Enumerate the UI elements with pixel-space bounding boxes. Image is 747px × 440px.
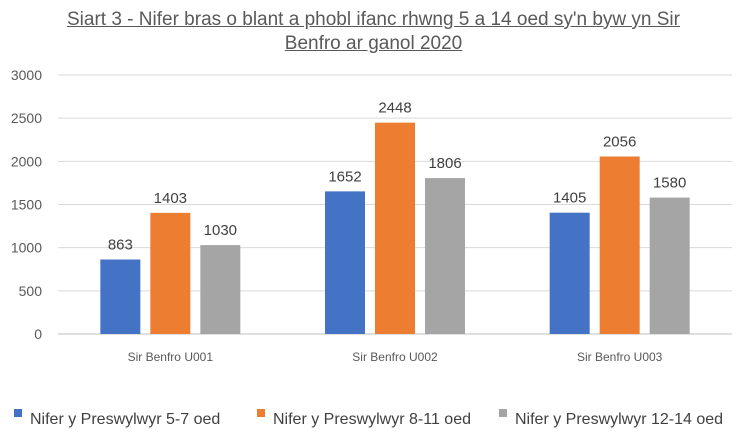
data-label-1-1: 863 — [108, 236, 133, 253]
data-labels: 863 1403 1030 1652 2448 1806 1405 2056 1580 — [108, 100, 687, 254]
bars — [100, 122, 690, 334]
y-tick-label-0: 0 — [34, 326, 42, 342]
data-label-2-2: 2448 — [378, 100, 411, 117]
data-label-2-3: 1806 — [428, 155, 461, 172]
category-label-2: Sir Benfro U002 — [352, 350, 438, 364]
chart-title-line-1: Siart 3 - Nifer bras o blant a phobl ifa… — [66, 9, 680, 30]
data-label-3-1: 1405 — [553, 190, 586, 207]
data-label-3-2: 2056 — [603, 133, 636, 150]
legend-swatch-1 — [14, 409, 22, 417]
y-tick-label-1000: 1000 — [11, 240, 42, 256]
legend-label-1: Nifer y Preswylwyr 5-7 oed — [30, 411, 220, 428]
bar-3-1 — [549, 212, 590, 334]
bar-3-2 — [599, 156, 640, 334]
bar-3-3 — [649, 197, 690, 334]
y-tick-label-2000: 2000 — [11, 153, 42, 169]
legend: Nifer y Preswylwyr 5-7 oed Nifer y Preswy… — [14, 409, 723, 428]
data-label-1-2: 1403 — [154, 190, 187, 207]
y-tick-label-1500: 1500 — [11, 197, 42, 213]
y-tick-label-500: 500 — [19, 283, 43, 299]
bar-1-3 — [200, 245, 241, 334]
x-axis-categories: Sir Benfro U001 Sir Benfro U002 Sir Benfro… — [128, 350, 663, 364]
bar-2-1 — [325, 191, 365, 334]
legend-swatch-2 — [257, 409, 265, 417]
bar-2-3 — [425, 178, 465, 334]
bar-1-1 — [100, 259, 141, 334]
chart-title: Siart 3 - Nifer bras o blant a phobl ifa… — [0, 8, 747, 56]
y-tick-label-2500: 2500 — [11, 110, 42, 126]
legend-swatch-3 — [499, 409, 507, 417]
category-label-3: Sir Benfro U003 — [577, 350, 663, 364]
y-axis-ticks: 0 500 1000 1500 2000 2500 3000 — [11, 67, 42, 342]
legend-label-2: Nifer y Preswylwyr 8-11 oed — [273, 411, 471, 428]
chart-title-line-2: Benfro ar ganol 2020 — [284, 33, 463, 54]
data-label-2-1: 1652 — [328, 168, 361, 185]
bar-1-2 — [150, 212, 191, 334]
legend-label-3: Nifer y Preswylwyr 12-14 oed — [515, 411, 723, 428]
y-tick-label-3000: 3000 — [11, 67, 42, 83]
data-label-1-3: 1030 — [204, 222, 237, 239]
data-label-3-3: 1580 — [653, 175, 686, 192]
bar-2-2 — [375, 122, 415, 334]
category-label-1: Sir Benfro U001 — [128, 350, 214, 364]
